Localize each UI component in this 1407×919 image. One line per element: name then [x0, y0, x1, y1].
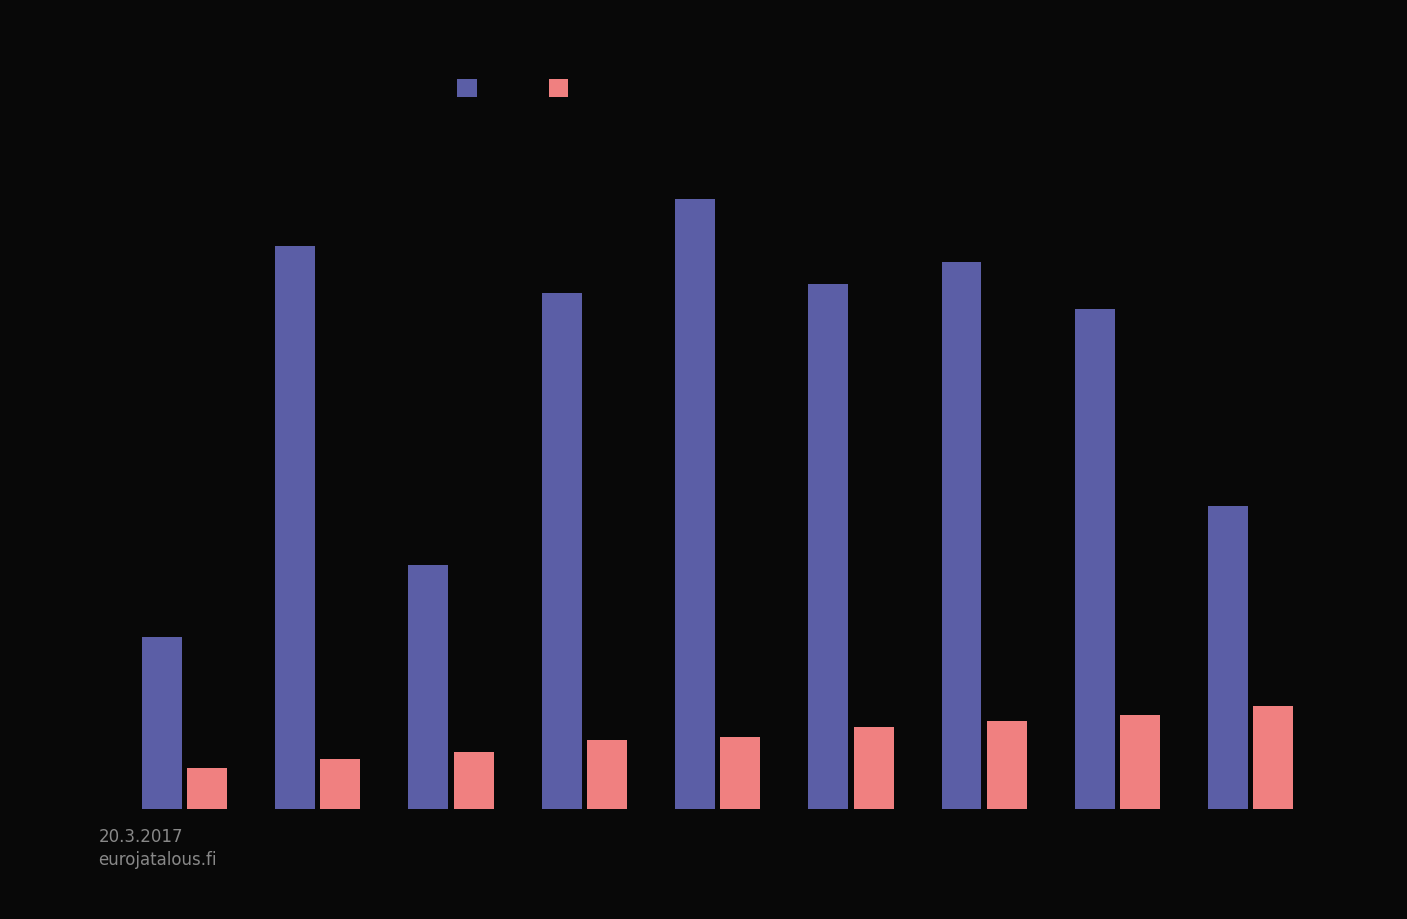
Bar: [1075, 310, 1114, 809]
Bar: [453, 753, 494, 809]
Bar: [854, 728, 893, 809]
Bar: [321, 759, 360, 809]
Bar: [187, 768, 227, 809]
Bar: [274, 247, 315, 809]
Bar: [986, 721, 1027, 809]
Bar: [542, 294, 581, 809]
Bar: [720, 737, 760, 809]
Bar: [941, 263, 982, 809]
Bar: [808, 285, 848, 809]
Bar: [587, 740, 628, 809]
Bar: [142, 637, 182, 809]
Bar: [1209, 506, 1248, 809]
Bar: [1120, 715, 1161, 809]
Bar: [1254, 706, 1293, 809]
Text: 20.3.2017: 20.3.2017: [98, 827, 183, 845]
Bar: [675, 200, 715, 809]
Text: eurojatalous.fi: eurojatalous.fi: [98, 850, 217, 868]
Bar: [408, 565, 449, 809]
